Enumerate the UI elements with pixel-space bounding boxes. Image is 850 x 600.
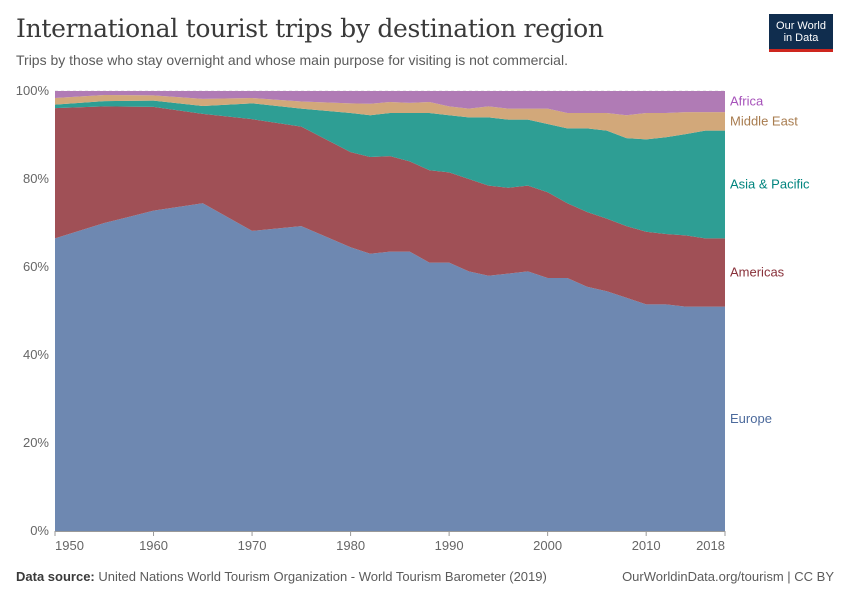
owid-logo[interactable]: Our World in Data	[769, 14, 833, 52]
y-tick-label: 100%	[16, 83, 50, 98]
series-label: Europe	[730, 411, 772, 426]
area-series	[55, 91, 725, 531]
logo-line-2: in Data	[783, 32, 819, 44]
x-tick-label: 2000	[533, 538, 562, 553]
y-tick-label: 60%	[23, 259, 49, 274]
data-source: Data source: United Nations World Touris…	[16, 569, 547, 584]
area-middle-east[interactable]	[55, 94, 725, 140]
area-asia-pacific[interactable]	[55, 100, 725, 239]
x-tick-label: 1980	[336, 538, 365, 553]
data-source-label: Data source:	[16, 569, 95, 584]
data-source-text: United Nations World Tourism Organizatio…	[98, 569, 547, 584]
y-tick-label: 0%	[30, 523, 49, 538]
area-africa[interactable]	[55, 91, 725, 116]
x-tick-label: 1970	[238, 538, 267, 553]
logo-line-1: Our World	[776, 20, 826, 32]
series-label: Asia & Pacific	[730, 177, 810, 192]
y-tick-label: 80%	[23, 171, 49, 186]
x-tick-label: 1990	[435, 538, 464, 553]
series-label: Middle East	[730, 113, 798, 128]
y-tick-label: 40%	[23, 347, 49, 362]
y-tick-label: 20%	[23, 435, 49, 450]
x-tick-label: 1950	[55, 538, 84, 553]
area-americas[interactable]	[55, 106, 725, 307]
series-label: Americas	[730, 265, 785, 280]
area-europe[interactable]	[55, 203, 725, 531]
credit-link[interactable]: OurWorldinData.org/tourism | CC BY	[622, 569, 834, 584]
axes: 0% 20% 40% 60% 80% 100% 1950 1960 1970 1980 1990 20…	[16, 83, 726, 553]
x-tick-label: 2010	[632, 538, 661, 553]
series-label: Africa	[730, 94, 764, 109]
chart-subtitle: Trips by those who stay overnight and wh…	[16, 52, 568, 68]
chart-title: International tourist trips by destinati…	[16, 14, 604, 43]
x-tick-label: 1960	[139, 538, 168, 553]
series-labels: Europe Americas Asia & Pacific Middle East A…	[730, 94, 810, 426]
x-tick-label: 2018	[696, 538, 725, 553]
